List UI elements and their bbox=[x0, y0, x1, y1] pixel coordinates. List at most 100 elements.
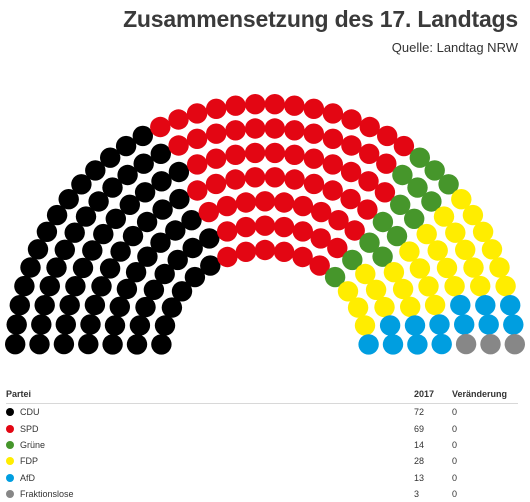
seat-dot bbox=[340, 161, 362, 183]
table-row: AfD 13 0 bbox=[6, 470, 518, 486]
seat-dot bbox=[29, 334, 50, 355]
seat-dot bbox=[6, 314, 27, 335]
seat-dot bbox=[187, 180, 208, 201]
seat-dot bbox=[217, 221, 238, 242]
seat-change: 0 bbox=[452, 472, 458, 483]
seat-dot bbox=[264, 118, 285, 139]
seat-dot bbox=[374, 182, 396, 203]
seat-dot bbox=[91, 276, 112, 297]
seat-dot bbox=[374, 296, 395, 318]
seat-change: 0 bbox=[452, 423, 458, 434]
seat-dot bbox=[58, 189, 79, 210]
seat-dot bbox=[503, 314, 524, 335]
seat-count: 69 bbox=[414, 423, 425, 434]
seat-dot bbox=[206, 123, 227, 144]
party-name: SPD bbox=[20, 423, 39, 434]
party-cell: Grüne bbox=[6, 437, 414, 453]
seat-dot bbox=[181, 210, 202, 231]
seat-dot bbox=[409, 258, 431, 279]
seat-dot bbox=[284, 169, 305, 190]
seat-change: 0 bbox=[452, 439, 458, 450]
seat-dot bbox=[383, 262, 405, 283]
party-name: CDU bbox=[20, 407, 40, 418]
seat-dot bbox=[303, 148, 325, 169]
seat-dot bbox=[433, 206, 455, 227]
seat-count: 13 bbox=[414, 472, 425, 483]
seat-dot bbox=[504, 334, 525, 355]
seat-dot bbox=[284, 95, 305, 116]
seat-dot bbox=[462, 204, 484, 226]
seat-dot bbox=[100, 147, 121, 168]
seat-dot bbox=[225, 169, 246, 190]
seat-dot bbox=[225, 144, 246, 165]
seat-dot bbox=[337, 281, 359, 302]
seat-dot bbox=[55, 314, 76, 335]
seat-dot bbox=[303, 98, 324, 119]
seat-dot bbox=[110, 241, 131, 262]
seat-dot bbox=[372, 246, 393, 267]
seat-dot bbox=[235, 241, 257, 262]
seat-dot bbox=[14, 275, 35, 297]
seat-dot bbox=[75, 206, 97, 227]
table-header-row: Partei 2017 Veränderung bbox=[6, 387, 518, 404]
seat-dot bbox=[327, 237, 348, 259]
seat-dot bbox=[245, 118, 266, 139]
seat-dot bbox=[390, 194, 411, 215]
table-row: FDP 28 0 bbox=[6, 453, 518, 469]
seat-dot bbox=[186, 128, 208, 149]
party-name: Grüne bbox=[20, 439, 46, 450]
party-color-dot bbox=[6, 440, 14, 449]
seat-dot bbox=[125, 262, 147, 283]
seat-dot bbox=[117, 164, 138, 186]
seat-dot bbox=[168, 161, 190, 183]
seat-dot bbox=[358, 334, 379, 355]
seat-dot bbox=[365, 279, 387, 300]
seat-dot bbox=[254, 191, 276, 212]
seat-dot bbox=[168, 109, 189, 130]
seat-dot bbox=[78, 333, 99, 355]
seat-group-grüne bbox=[324, 147, 459, 288]
party-cell: SPD bbox=[6, 420, 414, 436]
parliament-chart bbox=[5, 94, 525, 355]
party-color-dot bbox=[6, 473, 14, 482]
seat-dot bbox=[85, 160, 106, 181]
seat-dot bbox=[347, 297, 369, 318]
seat-dot bbox=[386, 225, 408, 247]
seat-dot bbox=[165, 220, 186, 241]
seat-dot bbox=[72, 257, 94, 279]
seat-dot bbox=[407, 334, 428, 355]
seat-dot bbox=[303, 173, 325, 195]
seat-dot bbox=[143, 279, 165, 300]
party-cell: AfD bbox=[6, 470, 414, 486]
seat-dot bbox=[169, 188, 190, 210]
seat-dot bbox=[225, 120, 246, 141]
seat-group-fraktionslose bbox=[455, 333, 525, 355]
seat-dot bbox=[382, 334, 404, 355]
party-color-dot bbox=[6, 490, 14, 499]
seat-dot bbox=[377, 125, 398, 147]
seat-dot bbox=[328, 210, 349, 231]
seat-dot bbox=[340, 188, 361, 210]
seat-dot bbox=[359, 232, 380, 253]
seat-dot bbox=[478, 314, 499, 335]
seat-dot bbox=[80, 314, 101, 335]
seat-group-fdp bbox=[337, 189, 516, 336]
seat-dot bbox=[292, 246, 313, 268]
seat-dot bbox=[475, 295, 496, 316]
seat-dot bbox=[217, 246, 238, 268]
seat-dot bbox=[216, 195, 238, 217]
seat-dot bbox=[358, 171, 379, 192]
seat-dot bbox=[455, 239, 476, 260]
seat-dot bbox=[322, 128, 344, 149]
seat-dot bbox=[245, 94, 266, 115]
seat-change: 0 bbox=[452, 489, 458, 500]
seat-dot bbox=[150, 143, 171, 164]
seat-dot bbox=[102, 177, 123, 198]
seat-dot bbox=[46, 257, 67, 278]
seat-dot bbox=[151, 171, 172, 192]
seat-dot bbox=[489, 257, 510, 278]
seat-dot bbox=[399, 241, 420, 262]
seat-dot bbox=[284, 120, 305, 141]
seat-dot bbox=[205, 173, 227, 195]
seat-dot bbox=[454, 314, 475, 335]
